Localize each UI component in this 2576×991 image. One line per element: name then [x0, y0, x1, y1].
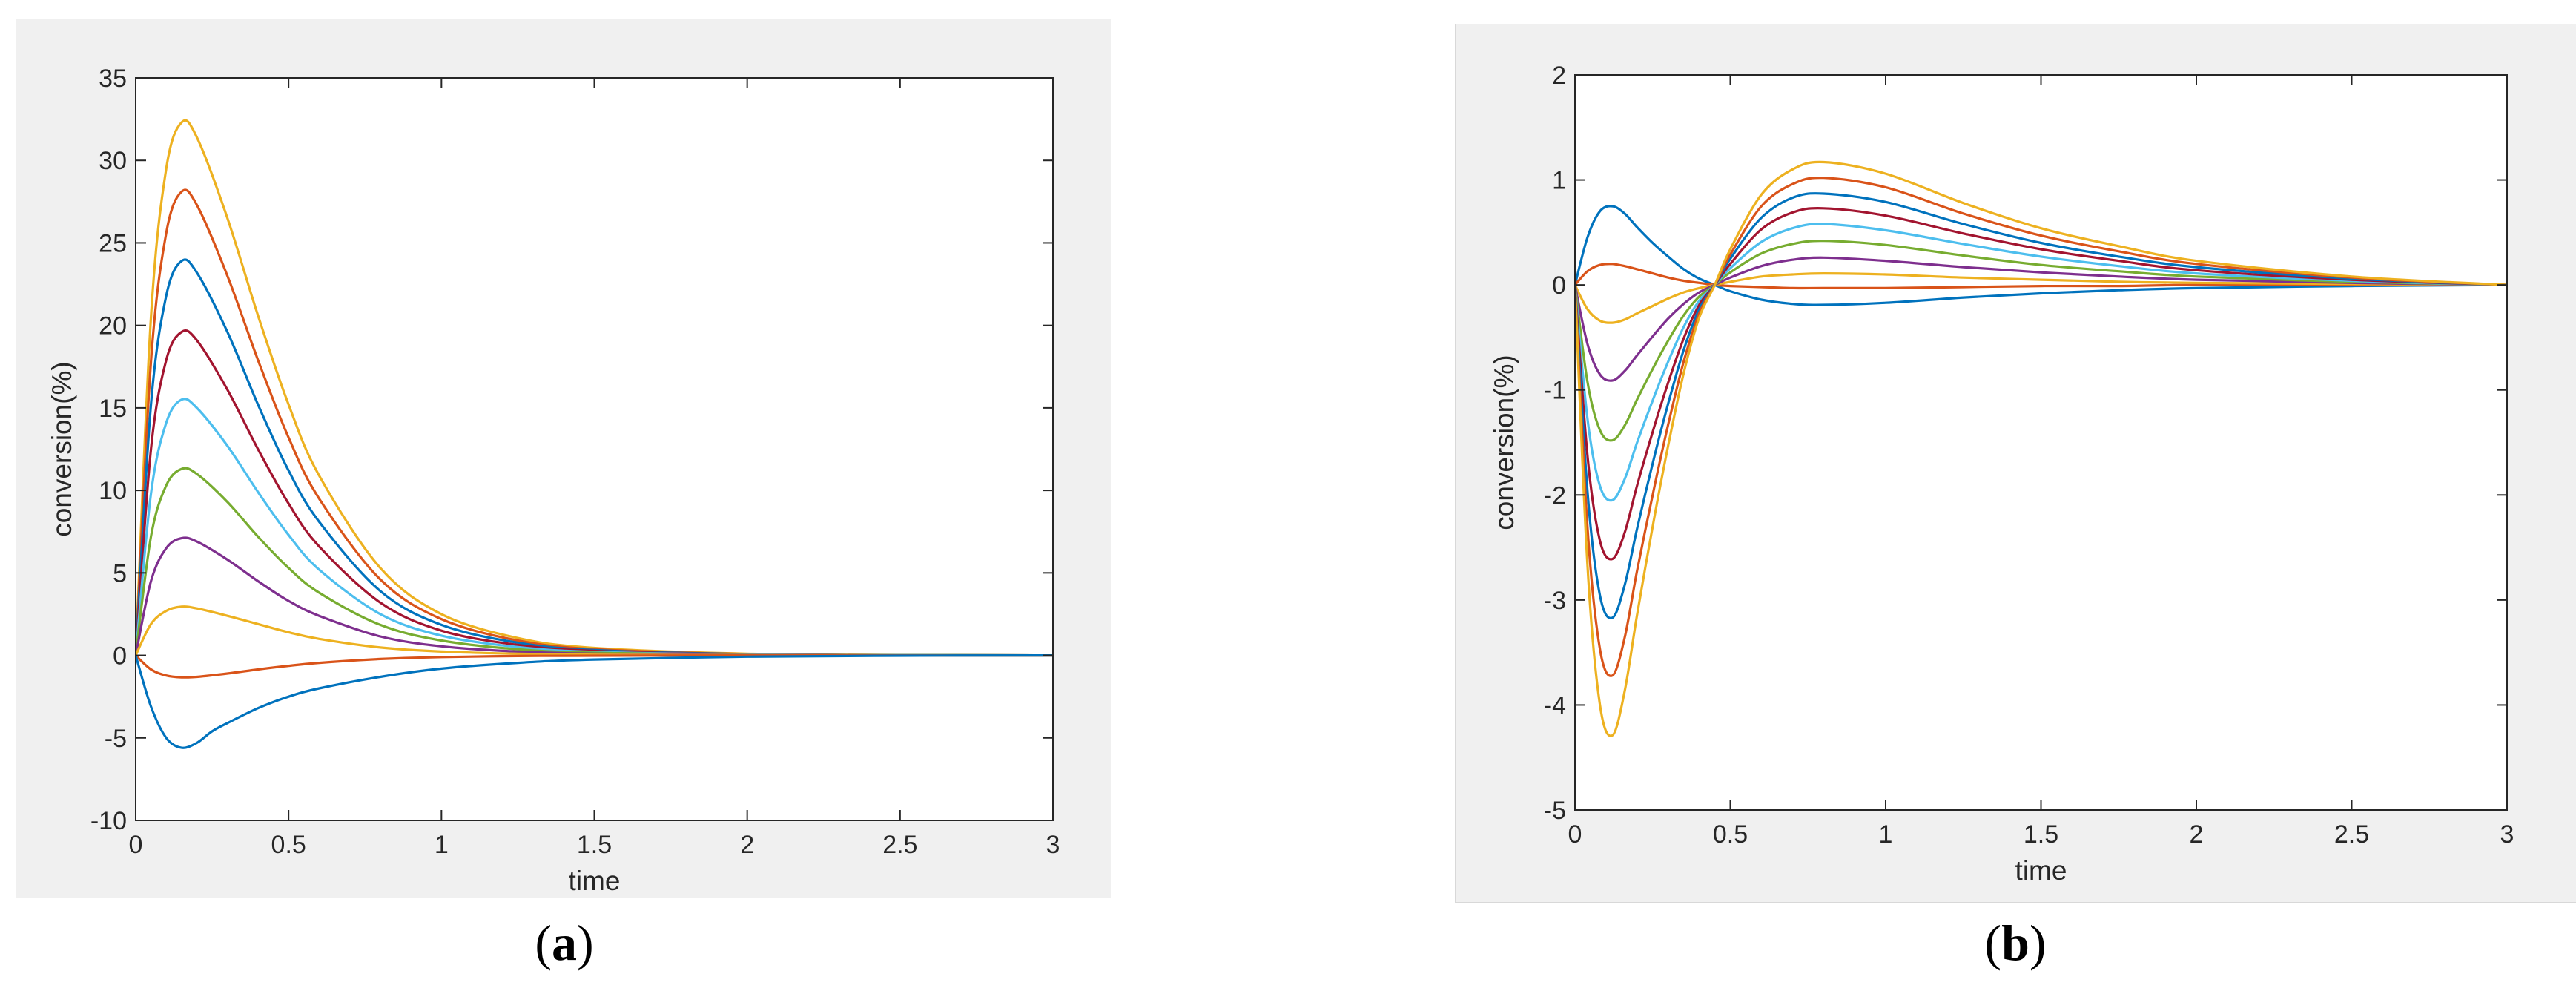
series-line-a-10: [136, 654, 1053, 749]
y-tick-label-a: -5: [105, 725, 127, 753]
series-line-b-1: [1575, 205, 2507, 306]
series-line-b-8: [1575, 192, 2507, 619]
series-line-b-10: [1575, 160, 2507, 737]
chart-b: 0 0.5 1 1.5 2 2.5 3 -5 -4 -3 -2 -1 0 1 2 time conversion…: [1489, 62, 2514, 886]
series-line-b-4: [1575, 256, 2507, 382]
y-tick-label-b: 0: [1552, 271, 1566, 300]
y-axis-label-a: conversion(%): [47, 361, 77, 536]
caption-a-close: ): [577, 915, 594, 971]
plot-area-a: [136, 78, 1053, 820]
x-axis-label-b: time: [2015, 855, 2067, 886]
x-tick-label-a: 3: [1046, 831, 1060, 859]
series-line-b-9: [1575, 177, 2507, 677]
series-line-b-7: [1575, 207, 2507, 561]
x-tick-label-b: 2: [2190, 820, 2204, 849]
y-tick-label-b: -3: [1544, 587, 1566, 615]
y-tick-label-b: 2: [1552, 62, 1566, 90]
x-tick-label-b: 2.5: [2334, 820, 2369, 849]
chart-panel-a: 0 0.5 1 1.5 2 2.5 3 -10 -5 0 5 10 15 20 25 30 35 time conv…: [16, 19, 1111, 898]
caption-a: (a): [535, 914, 593, 972]
caption-b: (b): [1984, 914, 2046, 972]
y-tick-label-a: 10: [99, 477, 127, 505]
y-tick-label-a: 15: [99, 395, 127, 423]
y-tick-label-a: 5: [113, 559, 127, 587]
series-line-b-6: [1575, 223, 2507, 502]
x-tick-label-b: 3: [2500, 820, 2514, 849]
y-tick-label-b: -5: [1544, 797, 1566, 825]
x-tick-label-a: 0.5: [271, 831, 306, 859]
y-tick-label-a: 35: [99, 65, 127, 93]
caption-b-close: ): [2029, 915, 2047, 971]
x-tick-label-b: 1: [1879, 820, 1893, 849]
chart-panel-b: 0 0.5 1 1.5 2 2.5 3 -5 -4 -3 -2 -1 0 1 2 time conversion…: [1455, 24, 2576, 903]
y-tick-label-a: 30: [99, 147, 127, 175]
y-tick-label-b: 1: [1552, 167, 1566, 195]
caption-a-letter: a: [552, 915, 577, 971]
series-line-b-3: [1575, 272, 2507, 324]
series-group-a: [136, 119, 1053, 749]
x-tick-label-a: 2: [740, 831, 754, 859]
y-tick-label-a: -10: [90, 807, 127, 835]
x-tick-label-b: 1.5: [2024, 820, 2058, 849]
y-tick-label-b: -2: [1544, 481, 1566, 510]
caption-b-open: (: [1984, 915, 2002, 971]
series-group-b: [1575, 160, 2507, 737]
y-tick-label-b: -4: [1544, 691, 1566, 720]
series-line-b-5: [1575, 240, 2507, 442]
caption-a-open: (: [535, 915, 552, 971]
series-line-b-2: [1575, 263, 2507, 290]
x-tick-label-a: 0: [129, 831, 143, 859]
y-tick-label-a: 25: [99, 229, 127, 257]
y-tick-label-b: -1: [1544, 377, 1566, 405]
chart-a: 0 0.5 1 1.5 2 2.5 3 -10 -5 0 5 10 15 20 25 30 35 time conv…: [47, 65, 1060, 896]
x-tick-label-a: 2.5: [882, 831, 917, 859]
x-tick-label-b: 0: [1568, 820, 1582, 849]
x-axis-label-a: time: [569, 866, 621, 896]
x-tick-label-a: 1.5: [577, 831, 612, 859]
plot-area-b: [1575, 75, 2507, 810]
y-tick-label-a: 0: [113, 642, 127, 671]
x-tick-label-b: 0.5: [1713, 820, 1748, 849]
y-axis-label-b: conversion(%): [1489, 355, 1519, 530]
y-tick-label-a: 20: [99, 312, 127, 340]
caption-b-letter: b: [2001, 915, 2030, 971]
x-tick-label-a: 1: [435, 831, 449, 859]
